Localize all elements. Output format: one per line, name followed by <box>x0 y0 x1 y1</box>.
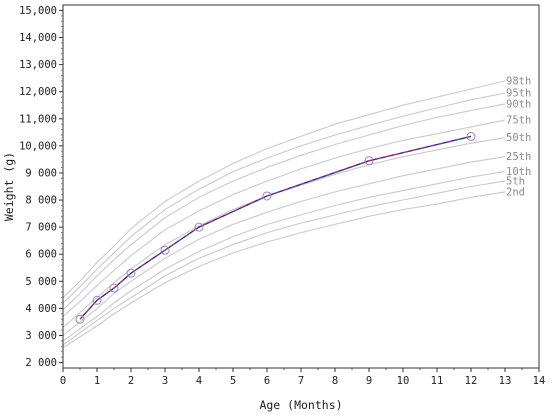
x-tick-label-13: 13 <box>499 375 512 387</box>
x-tick-label-5: 5 <box>230 375 236 387</box>
percentile-label-25th: 25th <box>506 151 531 163</box>
y-tick-label-8000: 8 000 <box>25 195 57 207</box>
percentile-curve-2nd <box>62 191 506 349</box>
y-tick-label-4000: 4 000 <box>25 303 57 315</box>
measured-point-7 <box>262 191 272 201</box>
x-tick-label-0: 0 <box>60 375 66 387</box>
x-tick-label-12: 12 <box>465 375 478 387</box>
x-tick-label-11: 11 <box>431 375 444 387</box>
y-tick-label-7000: 7 000 <box>25 222 57 234</box>
x-tick-label-1: 1 <box>94 375 100 387</box>
x-tick-label-8: 8 <box>332 375 338 387</box>
x-tick-label-9: 9 <box>366 375 372 387</box>
measured-point-5 <box>160 245 170 255</box>
measured-point-6 <box>194 222 204 232</box>
measured-point-3 <box>109 283 119 293</box>
y-tick-label-9000: 9 000 <box>25 167 57 179</box>
percentile-curve-95th <box>62 92 506 304</box>
y-tick-label-13000: 13,000 <box>19 59 57 71</box>
percentile-label-10th: 10th <box>506 166 531 178</box>
x-tick-label-6: 6 <box>264 375 270 387</box>
measured-weight-line <box>79 135 472 320</box>
percentile-curve-98th <box>62 80 506 298</box>
percentile-label-90th: 90th <box>506 98 531 110</box>
percentile-curve-75th <box>62 119 506 317</box>
x-axis-title: Age (Months) <box>259 398 342 412</box>
percentile-curve-50th <box>62 137 506 328</box>
x-tick-label-4: 4 <box>196 375 202 387</box>
percentile-curves <box>62 80 506 349</box>
y-tick-label-14000: 14,000 <box>19 32 57 44</box>
y-tick-label-15000: 15,000 <box>19 5 57 17</box>
percentile-label-98th: 98th <box>506 75 531 87</box>
x-tick-label-3: 3 <box>162 375 168 387</box>
percentile-label-50th: 50th <box>506 132 531 144</box>
y-tick-label-11000: 11,000 <box>19 113 57 125</box>
y-tick-label-2000: 2 000 <box>25 357 57 369</box>
percentile-curve-5th <box>62 180 506 346</box>
percentile-curve-10th <box>62 171 506 342</box>
percentile-curve-25th <box>62 156 506 336</box>
y-tick-label-12000: 12,000 <box>19 86 57 98</box>
measured-markers <box>75 131 476 324</box>
percentile-label-95th: 95th <box>506 88 531 100</box>
plot-frame <box>62 4 540 369</box>
y-axis: 2 000 3 000 4 000 5 000 6 000 7 000 8 000 9 000… <box>19 5 63 369</box>
percentile-label-2nd: 2nd <box>506 186 525 198</box>
measured-series <box>79 135 472 320</box>
measured-point-2 <box>92 295 102 305</box>
percentile-label-75th: 75th <box>506 115 531 127</box>
x-axis: 0 1 2 3 4 5 6 7 8 9 10 11 12 13 14 <box>60 368 545 387</box>
measured-point-4 <box>126 268 136 278</box>
x-tick-label-10: 10 <box>397 375 410 387</box>
y-tick-label-5000: 5 000 <box>25 276 57 288</box>
measured-weight-overlay <box>79 135 472 320</box>
y-tick-label-3000: 3 000 <box>25 330 57 342</box>
measured-point-1 <box>75 314 85 324</box>
measured-point-8 <box>364 156 374 166</box>
percentile-label-5th: 5th <box>506 176 525 188</box>
x-tick-label-7: 7 <box>298 375 304 387</box>
percentile-curve-90th <box>62 103 506 311</box>
y-tick-label-6000: 6 000 <box>25 249 57 261</box>
y-axis-title: Weight (g) <box>2 152 16 221</box>
x-tick-label-2: 2 <box>128 375 134 387</box>
x-tick-label-14: 14 <box>533 375 546 387</box>
measured-point-9 <box>466 131 476 141</box>
y-tick-label-10000: 10,000 <box>19 140 57 152</box>
